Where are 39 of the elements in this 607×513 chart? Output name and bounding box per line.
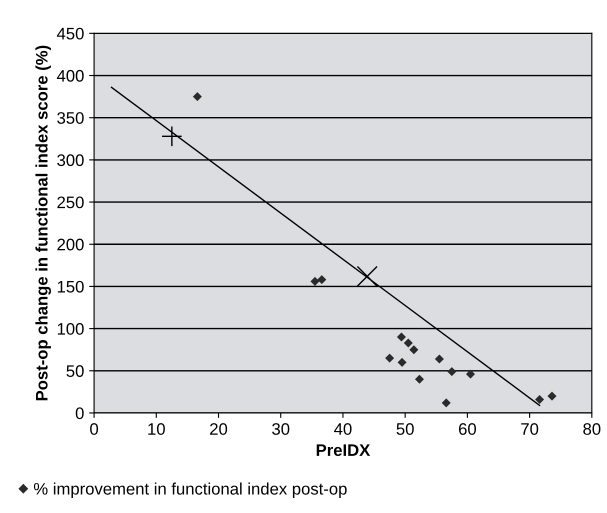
point [404, 338, 413, 348]
x-tick-label: 20 [210, 423, 228, 435]
y-tick-label: 400 [56, 70, 84, 82]
x-tick-label: 80 [583, 423, 600, 435]
y-tick-label: 450 [56, 28, 84, 40]
y-tick-label: 250 [57, 196, 84, 208]
point [442, 398, 451, 408]
point [317, 275, 326, 284]
point [192, 92, 202, 102]
x-tick-label: 10 [148, 423, 165, 435]
point [447, 367, 456, 376]
point [310, 276, 320, 286]
point [356, 266, 378, 287]
y-tick-label: 300 [57, 154, 84, 166]
y-tick-label: 150 [58, 280, 84, 293]
y-tick-label: 0 [76, 407, 84, 420]
point [398, 358, 407, 367]
point [535, 394, 544, 404]
y-tick-label: 350 [57, 112, 84, 124]
point [548, 392, 557, 401]
x-tick-label: 0 [90, 423, 98, 435]
x-axis-title: PreIDX [316, 444, 370, 456]
point [385, 354, 394, 363]
point [414, 374, 424, 384]
point [396, 332, 406, 342]
x-tick-label: 50 [396, 423, 414, 435]
x-tick-label: 70 [521, 423, 538, 435]
x-tick-label: 30 [272, 423, 290, 435]
y-tick-label: 200 [57, 238, 84, 250]
x-tick-label: 40 [334, 423, 352, 435]
x-tick-label: 60 [458, 423, 476, 435]
point [161, 126, 182, 147]
legend-label: % improvement in functional index post-op [34, 482, 347, 498]
y-tick-label: 50 [66, 365, 84, 377]
point [409, 345, 418, 354]
y-tick-label: 100 [58, 323, 84, 335]
point [466, 370, 475, 379]
y-axis-title: Post-op change in functional index score (%) [35, 46, 52, 400]
point [434, 354, 444, 364]
